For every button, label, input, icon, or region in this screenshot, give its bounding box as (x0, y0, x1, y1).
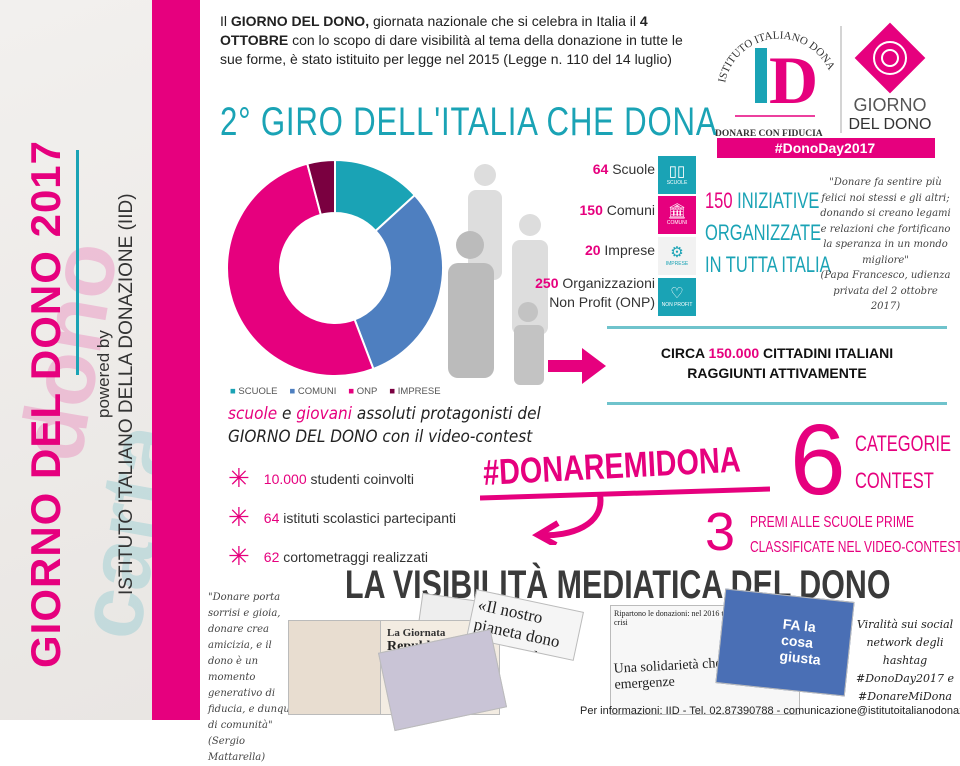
scuole-giovani-text: scuole e giovani assoluti protagonisti d… (228, 404, 541, 447)
legend-label: IMPRESE (397, 386, 441, 397)
quote-papa: "Donare fa sentire più felici noi stessi… (820, 177, 951, 312)
premi-number: 3 (705, 502, 736, 562)
building-icon: 🏛 COMUNI (658, 196, 696, 234)
sidebar-title: GIORNO DEL DONO 2017 (22, 139, 69, 668)
legend-label: ONP (356, 386, 378, 397)
powered-by: powered by (94, 330, 113, 418)
legend-item: ■ COMUNI (289, 386, 337, 397)
asterisk-icon: ✳ (228, 541, 250, 571)
section-title: 2° GIRO DELL'ITALIA CHE DONA (220, 100, 718, 144)
stat-imprese: 20 Imprese (584, 242, 655, 258)
iniziative-text: 150 INIZIATIVE ORGANIZZATE IN TUTTA ITALIA (705, 188, 831, 277)
donut-slice-comuni (353, 193, 444, 371)
divider (607, 402, 947, 405)
asterisk-icon: ✳ (228, 502, 250, 532)
heart-icon: ♡ NON PROFIT (658, 278, 696, 316)
donut-slice-onp (226, 162, 375, 377)
legend-label: COMUNI (297, 386, 337, 397)
people-silhouette-icon (448, 164, 548, 385)
logo: ISTITUTO ITALIANO DONAZIONE D DONARE CON… (701, 0, 950, 158)
sidebar-strip: dono carta GIORNO DEL DONO 2017 powered … (0, 0, 152, 720)
arrow-right-icon (548, 348, 606, 384)
legend-item: ■ ONP (348, 386, 378, 397)
gears-icon: ⚙ IMPRESE (658, 237, 696, 275)
stat-onp: 250 Organizzazioni Non Profit (ONP) (535, 275, 655, 310)
asterisk-icon: ✳ (228, 463, 250, 493)
bullet-item: ✳ 64 istituti scolastici partecipanti (228, 502, 457, 532)
tv-screenshot: FA la cosa giusta (715, 588, 855, 697)
svg-text:DEL DONO: DEL DONO (849, 116, 932, 133)
legend-label: SCUOLE (238, 386, 278, 397)
legend-item: ■ IMPRESE (389, 386, 441, 397)
press-photo (288, 620, 383, 715)
stat-comuni: 150 Comuni (579, 202, 656, 218)
intro-text: Il GIORNO DEL DONO, giornata nazionale c… (220, 13, 683, 67)
bullet-item: ✳ 62 cortometraggi realizzati (228, 541, 428, 571)
quote-mattarella: "Donare porta sorrisi e gioia, donare cr… (208, 592, 296, 763)
svg-text:D: D (769, 42, 818, 118)
premi-text: PREMI ALLE SCUOLE PRIME CLASSIFICATE NEL … (750, 514, 960, 556)
donut-chart (226, 158, 444, 377)
chart-legend: ■ SCUOLE ■ COMUNI ■ ONP ■ IMPRESE (230, 386, 441, 397)
donut-slice-imprese (306, 158, 336, 217)
sidebar-org: ISTITUTO ITALIANO DELLA DONAZIONE (IID) (116, 193, 137, 595)
svg-text:#DonoDay2017: #DonoDay2017 (775, 140, 876, 156)
categorie-number: 6 (790, 404, 846, 516)
circa-text: CIRCA 150.000 CITTADINI ITALIANI RAGGIUNT… (660, 345, 894, 381)
divider (607, 326, 947, 329)
svg-text:DONARE CON FIDUCIA: DONARE CON FIDUCIA (715, 129, 823, 139)
pink-bar (152, 0, 200, 720)
viral-text: Viralità sui social network degli hashta… (856, 618, 954, 703)
footer-contact: Per informazioni: IID - Tel. 02.87390788… (580, 705, 960, 717)
categorie-text: CATEGORIE CONTEST (855, 431, 951, 493)
svg-text:GIORNO: GIORNO (853, 95, 926, 115)
curved-arrow-icon (480, 486, 770, 545)
stat-scuole: 64 Scuole (592, 161, 655, 177)
book-icon: ▯▯ SCUOLE (658, 156, 696, 194)
legend-item: ■ SCUOLE (230, 386, 278, 397)
bullet-item: ✳ 10.000 studenti coinvolti (228, 463, 415, 493)
divider (76, 150, 79, 375)
